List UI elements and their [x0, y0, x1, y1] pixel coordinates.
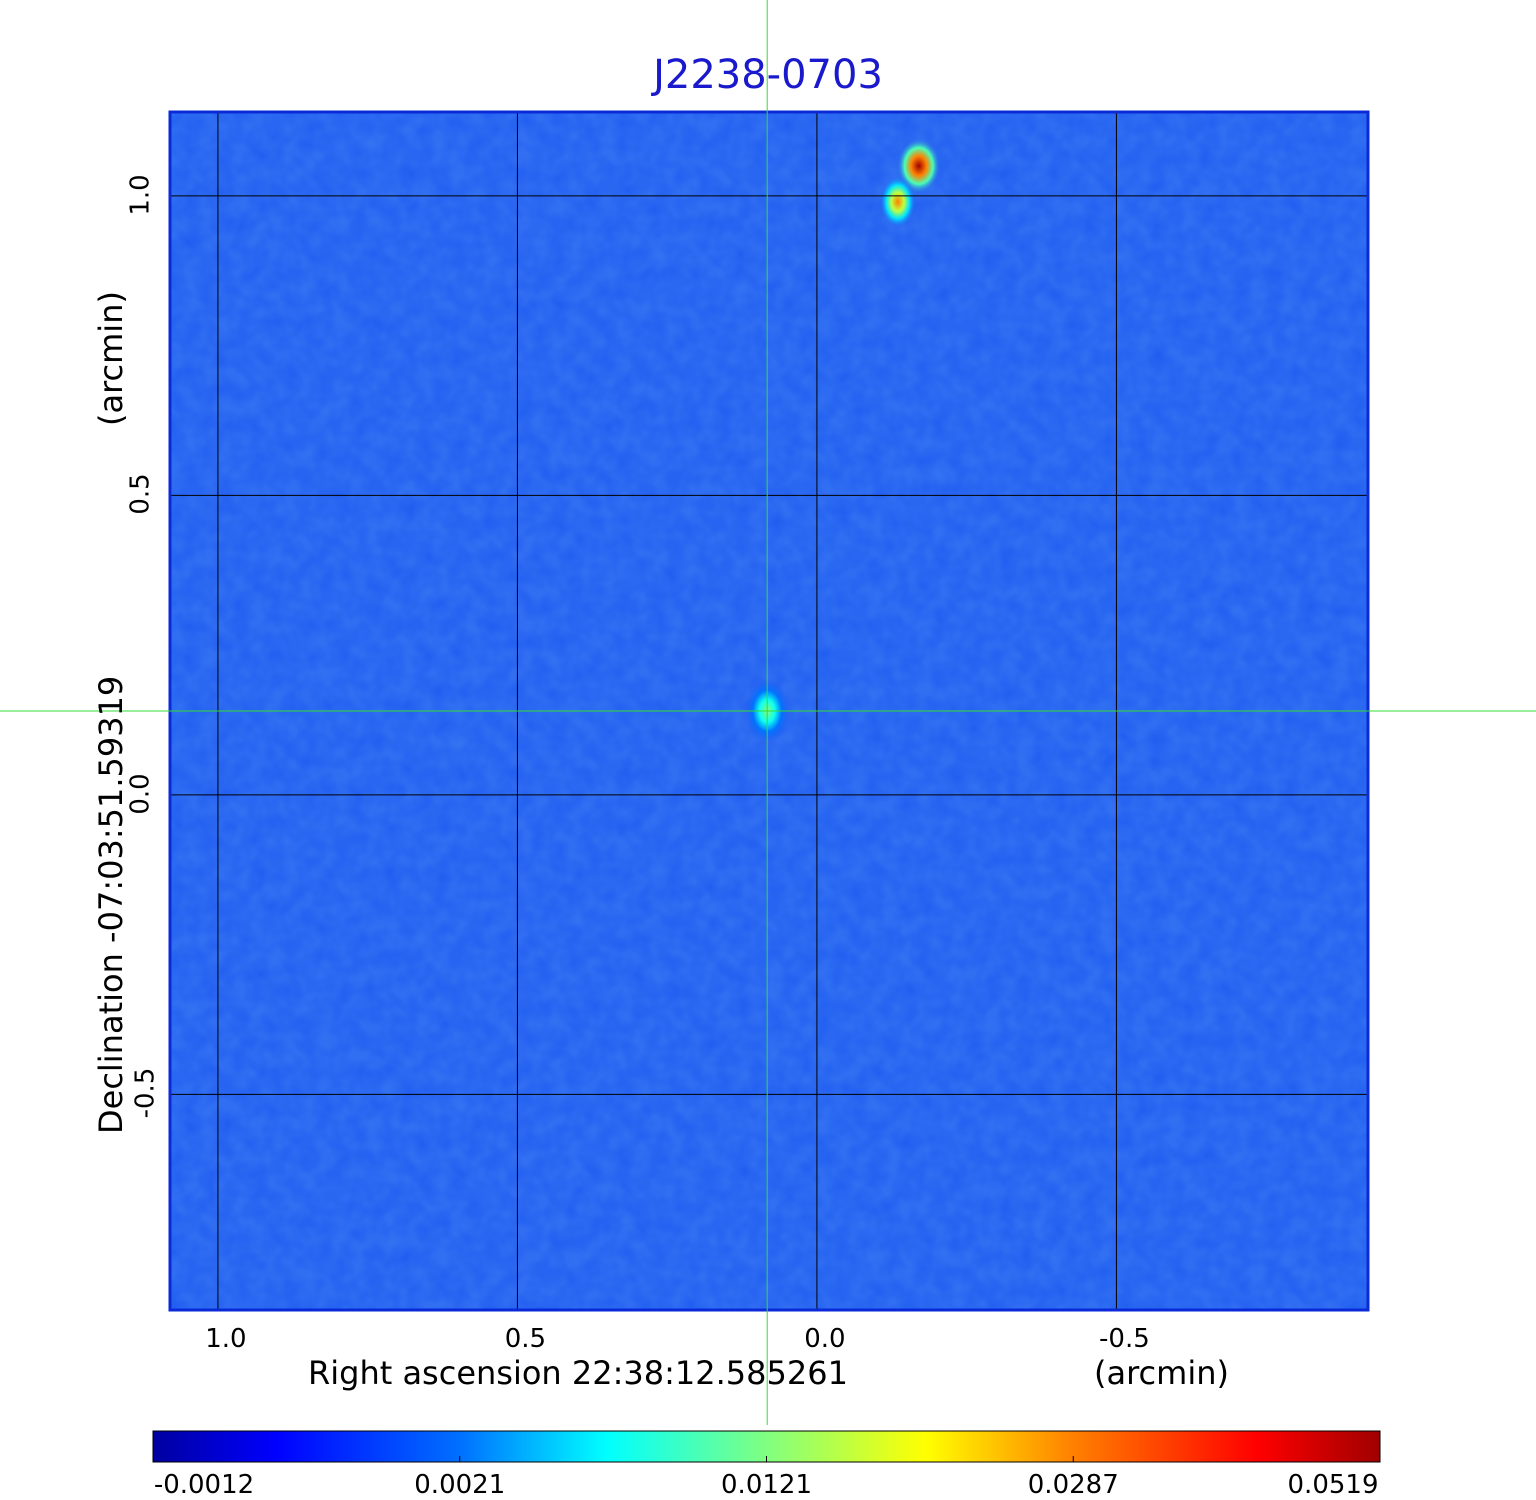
y-axis-label: Declination -07:03:51.59319 [92, 675, 130, 1134]
x-tick-label: 0.0 [804, 1324, 846, 1354]
colorbar-tick-label: -0.0012 [153, 1470, 255, 1500]
x-tick-label: 1.0 [205, 1324, 247, 1354]
colorbar-tick-label: 0.0287 [1027, 1470, 1119, 1500]
colorbar-tick-label: 0.0519 [1287, 1470, 1379, 1500]
source-blob [896, 137, 941, 194]
x-tick-label: -0.5 [1099, 1324, 1150, 1354]
y-tick-label: -0.5 [130, 1067, 161, 1119]
y-tick-label: 0.5 [125, 473, 156, 516]
colorbar-tick-label: 0.0021 [414, 1470, 506, 1500]
source-blob [879, 175, 916, 228]
x-axis-unit: (arcmin) [1094, 1354, 1229, 1392]
x-tick-label: 0.5 [504, 1324, 547, 1354]
y-tick-label: 1.0 [125, 174, 156, 216]
chart-title: J2238-0703 [653, 52, 883, 98]
x-axis-label: Right ascension 22:38:12.585261 [308, 1354, 848, 1392]
colorbar-tick-label: 0.0121 [721, 1470, 812, 1500]
y-tick-label: 0.0 [125, 773, 156, 815]
y-axis-unit: (arcmin) [92, 291, 130, 426]
